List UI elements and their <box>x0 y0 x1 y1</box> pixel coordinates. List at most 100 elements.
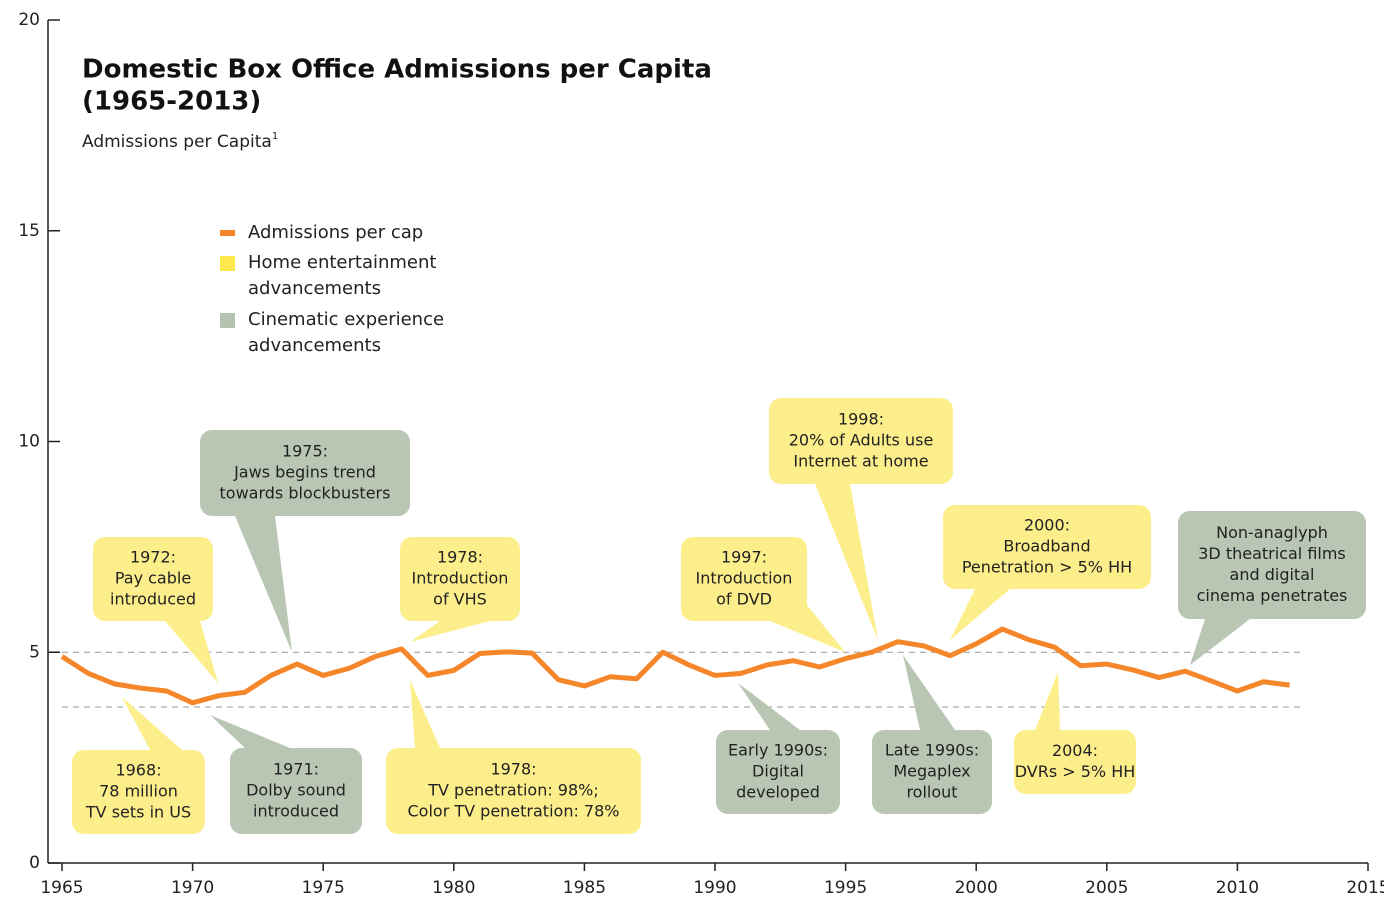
legend-swatch <box>220 256 235 271</box>
callout-text: introduced <box>110 590 196 609</box>
callout: 1997: Introduction of DVD <box>681 537 845 652</box>
y-tick-label: 20 <box>18 10 40 30</box>
callout-pointer <box>1035 672 1060 730</box>
callout-pointer <box>950 589 1010 640</box>
callout-text: DVRs > 5% HH <box>1015 762 1136 781</box>
callout-text: rollout <box>906 783 957 802</box>
y-tick-label: 5 <box>29 642 40 662</box>
data-line <box>60 626 1290 706</box>
callout-box <box>72 750 205 834</box>
callout-text: 20% of Adults use <box>789 431 934 450</box>
legend-entry: Cinematic experience advancements <box>248 307 478 359</box>
callout-text: 1998: <box>838 410 884 429</box>
callout-text: Introduction <box>412 569 509 588</box>
chart-title: Domestic Box Office Admissions per Capit… <box>82 55 712 85</box>
callout-pointer <box>165 621 218 683</box>
callout-text: Broadband <box>1003 537 1090 556</box>
callout-text: of VHS <box>433 590 487 609</box>
x-tick-label: 2000 <box>955 878 998 898</box>
x-tick-label: 1970 <box>171 878 214 898</box>
callout-box <box>769 398 953 484</box>
callout-box <box>1014 730 1136 794</box>
y-tick-label: 15 <box>18 221 40 241</box>
legend-entry: Admissions per cap <box>248 220 478 246</box>
callout-text: of DVD <box>716 590 772 609</box>
callout-box <box>943 505 1151 589</box>
callout-box <box>230 748 362 834</box>
subtitle-text: Admissions per Capita <box>82 132 272 152</box>
callout-text: Early 1990s: <box>728 741 828 760</box>
callout-box <box>400 537 520 621</box>
callout-text: Penetration > 5% HH <box>962 558 1132 577</box>
callout-text: Late 1990s: <box>885 741 979 760</box>
callout-text: 1968: <box>115 761 161 780</box>
subtitle-note: 1 <box>272 131 278 142</box>
callout: 2000: Broadband Penetration > 5% HH <box>943 505 1151 640</box>
callout: 1971: Dolby sound introduced <box>210 715 362 834</box>
callout-text: Internet at home <box>793 452 928 471</box>
callout-text: Dolby sound <box>246 781 346 800</box>
callout-text: developed <box>736 783 820 802</box>
callout-text: 3D theatrical films <box>1198 544 1346 563</box>
legend-label: Home entertainment advancements <box>248 252 437 299</box>
callout: 1978: TV penetration: 98%; Color TV penetr… <box>386 680 641 834</box>
callout-text: 1978: <box>437 548 483 567</box>
callout: 1968: 78 million TV sets in US <box>72 697 205 834</box>
callout-pointer <box>815 484 878 640</box>
callout-pointer <box>903 655 955 730</box>
y-tick-label: 10 <box>18 432 40 452</box>
x-tick-label: 1985 <box>563 878 606 898</box>
callout-text: Introduction <box>696 569 793 588</box>
callout-text: 1978: <box>490 760 536 779</box>
callout: 1975: Jaws begins trend towards blockbuste… <box>200 430 410 652</box>
callout: 1978: Introduction of VHS <box>400 537 520 642</box>
x-tick-label: 1975 <box>302 878 345 898</box>
legend-label: Cinematic experience advancements <box>248 309 445 356</box>
x-tick-label: 1980 <box>432 878 475 898</box>
callout-pointer <box>410 680 440 748</box>
callout-box <box>872 730 992 814</box>
x-tick-label: 2015 <box>1346 878 1384 898</box>
y-tick-label: 0 <box>29 853 40 873</box>
callout-text: Jaws begins trend <box>233 463 376 482</box>
callout-pointer <box>1190 619 1250 665</box>
callout: 1998: 20% of Adults use Internet at home <box>769 398 953 640</box>
callout-text: and digital <box>1230 565 1315 584</box>
callout-pointer <box>210 715 290 748</box>
callout-text: Megaplex <box>893 762 970 781</box>
callout-text: Non-anaglyph <box>1216 523 1328 542</box>
x-tick-label: 1990 <box>693 878 736 898</box>
callout-text: 1975: <box>282 442 328 461</box>
callout: Early 1990s: Digital developed <box>716 683 840 814</box>
callout: 1972: Pay cable introduced <box>93 537 218 683</box>
chart-title: (1965-2013) <box>82 87 261 117</box>
callout-text: 1997: <box>721 548 767 567</box>
callout-text: Digital <box>752 762 804 781</box>
callout-box <box>200 430 410 516</box>
legend-label: Admissions per cap <box>248 222 424 243</box>
callout-text: 2004: <box>1052 741 1098 760</box>
callout-text: TV sets in US <box>85 803 191 822</box>
callout: Non-anaglyph 3D theatrical films and digit… <box>1178 511 1366 665</box>
callout: Late 1990s: Megaplex rollout <box>872 655 992 814</box>
callout-box <box>681 537 807 621</box>
callout-pointer <box>410 621 490 642</box>
callout-text: 78 million <box>99 782 178 801</box>
subtitle: Admissions per Capita1 <box>82 131 278 152</box>
x-tick-label: 1995 <box>824 878 867 898</box>
callout-text: Pay cable <box>115 569 191 588</box>
callout-box <box>1178 511 1366 619</box>
callout-text: cinema penetrates <box>1197 586 1348 605</box>
callout-text: towards blockbusters <box>220 484 391 503</box>
legend-swatch <box>220 313 235 328</box>
callout-text: 1971: <box>273 760 319 779</box>
callout-box <box>386 748 641 834</box>
callout: 2004: DVRs > 5% HH <box>1014 672 1136 794</box>
callout-pointer <box>235 516 292 652</box>
callout-text: TV penetration: 98%; <box>427 781 599 800</box>
callout-text: introduced <box>253 802 339 821</box>
callout-pointer <box>122 697 182 750</box>
callout-box <box>93 537 213 621</box>
